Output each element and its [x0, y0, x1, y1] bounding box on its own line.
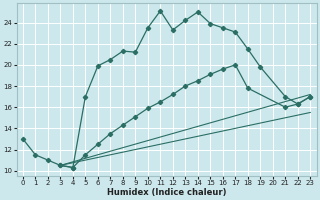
X-axis label: Humidex (Indice chaleur): Humidex (Indice chaleur): [107, 188, 226, 197]
